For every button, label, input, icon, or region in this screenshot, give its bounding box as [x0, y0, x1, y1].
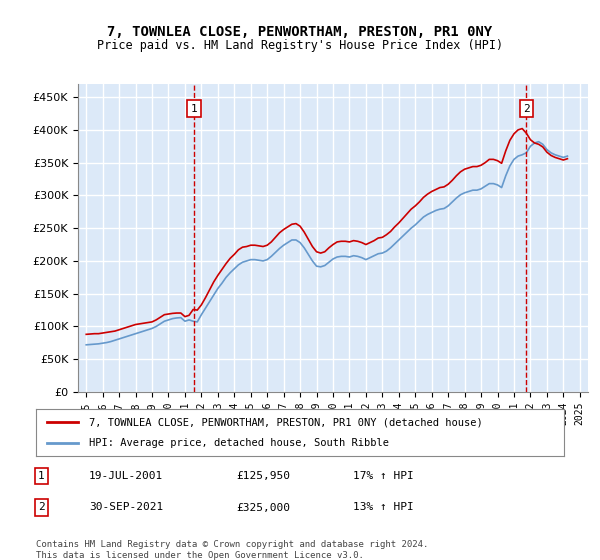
Text: Price paid vs. HM Land Registry's House Price Index (HPI): Price paid vs. HM Land Registry's House … [97, 39, 503, 52]
Text: 7, TOWNLEA CLOSE, PENWORTHAM, PRESTON, PR1 0NY (detached house): 7, TOWNLEA CLOSE, PENWORTHAM, PRESTON, P… [89, 417, 482, 427]
Text: £325,000: £325,000 [236, 502, 290, 512]
Text: HPI: Average price, detached house, South Ribble: HPI: Average price, detached house, Sout… [89, 438, 389, 448]
Text: 7, TOWNLEA CLOSE, PENWORTHAM, PRESTON, PR1 0NY: 7, TOWNLEA CLOSE, PENWORTHAM, PRESTON, P… [107, 25, 493, 39]
Text: 1: 1 [190, 104, 197, 114]
Text: Contains HM Land Registry data © Crown copyright and database right 2024.
This d: Contains HM Land Registry data © Crown c… [36, 540, 428, 560]
Text: 2: 2 [523, 104, 530, 114]
Text: £125,950: £125,950 [236, 471, 290, 481]
Text: 13% ↑ HPI: 13% ↑ HPI [353, 502, 413, 512]
Text: 1: 1 [38, 471, 44, 481]
Text: 19-JUL-2001: 19-JUL-2001 [89, 471, 163, 481]
Text: 2: 2 [38, 502, 44, 512]
Text: 30-SEP-2021: 30-SEP-2021 [89, 502, 163, 512]
Text: 17% ↑ HPI: 17% ↑ HPI [353, 471, 413, 481]
